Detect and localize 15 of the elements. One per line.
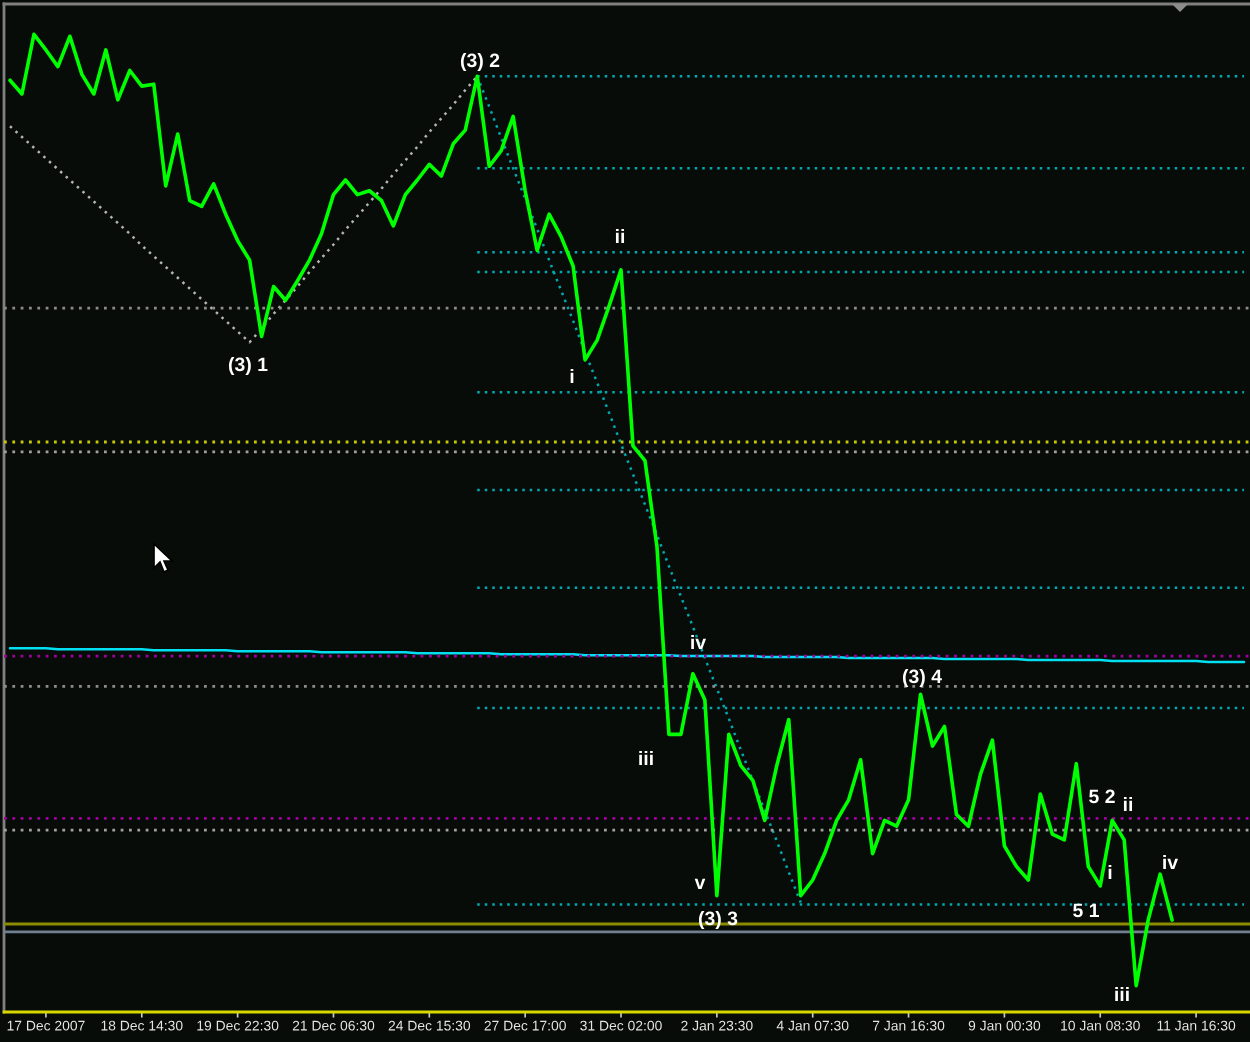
- annotation: (3) 2: [460, 52, 500, 72]
- annotation: (3) 1: [228, 356, 268, 376]
- annotation: 5 2: [1089, 789, 1115, 804]
- annotation: (3) 4: [902, 668, 942, 688]
- annotation: i: [570, 368, 574, 384]
- annotation: (3) 3: [698, 910, 738, 930]
- annotation: i: [1108, 864, 1112, 880]
- annotation: iv: [1163, 854, 1179, 870]
- annotation: v: [694, 878, 706, 890]
- annotation: iv: [691, 634, 707, 650]
- annotation: iii: [639, 750, 653, 766]
- annotation: ii: [615, 228, 625, 244]
- annotation: iii: [1115, 986, 1129, 1002]
- annotation: 5 1: [1073, 903, 1099, 918]
- annotation: ii: [1123, 796, 1133, 812]
